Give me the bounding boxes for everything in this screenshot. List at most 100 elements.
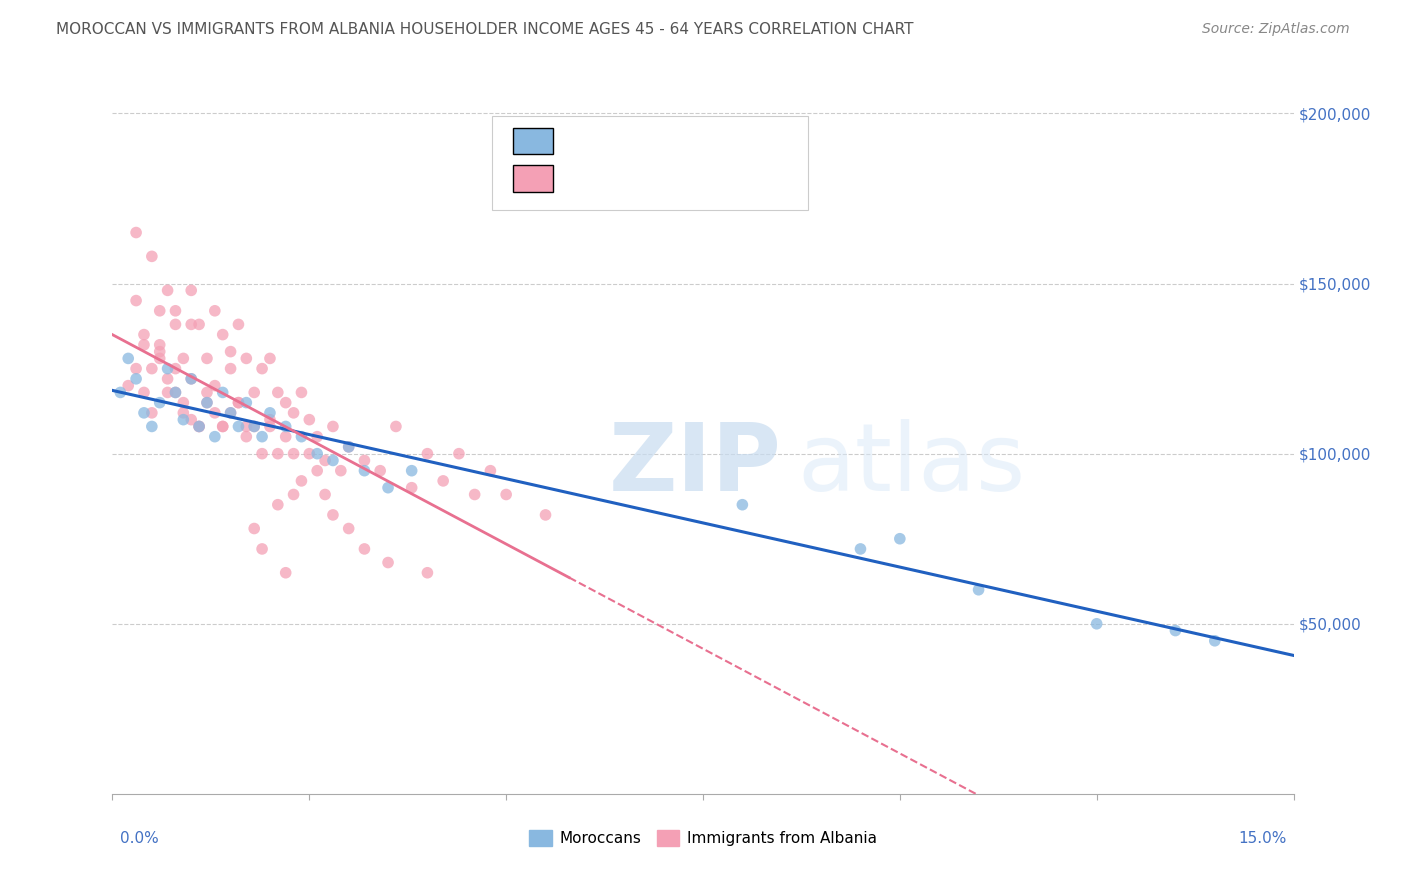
Point (180, 412, 202, 426)
Point (243, 419, 266, 434)
Point (219, 406, 242, 420)
Point (204, 303, 226, 318)
Point (132, 338, 155, 352)
Point (298, 412, 321, 426)
Point (243, 419, 266, 434)
Point (172, 406, 194, 420)
Point (204, 430, 226, 444)
Point (250, 430, 273, 444)
Point (172, 395, 194, 409)
Point (274, 419, 297, 434)
Point (274, 430, 297, 444)
Point (259, 419, 281, 434)
Point (180, 372, 202, 386)
Point (259, 406, 281, 420)
Point (731, 498, 754, 512)
Point (401, 464, 423, 478)
Point (314, 453, 336, 467)
Point (180, 318, 202, 332)
Point (259, 351, 281, 366)
Point (211, 327, 233, 342)
Point (228, 395, 250, 409)
Point (307, 430, 329, 444)
Point (243, 522, 266, 536)
Point (149, 351, 172, 366)
Point (219, 344, 242, 359)
Point (283, 447, 305, 461)
Point (235, 419, 257, 434)
Point (195, 395, 218, 409)
Point (377, 481, 399, 495)
Point (141, 249, 163, 263)
Point (195, 351, 218, 366)
Point (432, 474, 454, 488)
Point (290, 474, 312, 488)
Point (172, 412, 194, 426)
Point (141, 406, 163, 420)
Point (117, 351, 139, 366)
Text: ZIP: ZIP (609, 418, 782, 511)
Point (235, 430, 257, 444)
Point (849, 541, 872, 556)
Point (156, 385, 179, 400)
Point (337, 440, 360, 454)
Point (1164, 624, 1187, 638)
Point (149, 303, 172, 318)
Point (322, 419, 344, 434)
Point (250, 361, 273, 376)
Point (125, 372, 148, 386)
Point (165, 385, 187, 400)
Point (307, 464, 329, 478)
Point (534, 508, 557, 522)
Point (322, 453, 344, 467)
Point (204, 406, 226, 420)
Point (219, 406, 242, 420)
Point (967, 582, 990, 597)
Point (219, 361, 242, 376)
Point (290, 385, 312, 400)
Point (156, 361, 179, 376)
Point (117, 378, 139, 392)
Point (235, 351, 257, 366)
Point (125, 361, 148, 376)
Point (125, 226, 148, 240)
Point (165, 318, 187, 332)
Point (141, 419, 163, 434)
Point (188, 318, 211, 332)
Point (211, 385, 233, 400)
Point (195, 385, 218, 400)
Point (125, 293, 148, 308)
Point (353, 453, 375, 467)
Point (141, 361, 163, 376)
Point (132, 385, 155, 400)
Point (188, 419, 211, 434)
Point (889, 532, 911, 546)
Point (283, 406, 305, 420)
Point (267, 498, 290, 512)
Point (267, 447, 290, 461)
Text: atlas: atlas (797, 418, 1026, 511)
Text: R = -0.657   N = 35: R = -0.657 N = 35 (565, 129, 728, 147)
Point (283, 487, 305, 501)
Point (165, 385, 187, 400)
Point (479, 464, 502, 478)
Point (337, 440, 360, 454)
Point (132, 327, 155, 342)
Point (416, 447, 439, 461)
Point (243, 385, 266, 400)
Point (307, 447, 329, 461)
Point (368, 464, 391, 478)
Point (180, 284, 202, 298)
Point (211, 419, 233, 434)
Point (377, 556, 399, 570)
Point (274, 395, 297, 409)
Text: 0.0%: 0.0% (120, 831, 159, 846)
Point (401, 481, 423, 495)
Point (165, 361, 187, 376)
Point (235, 395, 257, 409)
Point (464, 487, 486, 501)
Text: MOROCCAN VS IMMIGRANTS FROM ALBANIA HOUSEHOLDER INCOME AGES 45 - 64 YEARS CORREL: MOROCCAN VS IMMIGRANTS FROM ALBANIA HOUS… (56, 22, 914, 37)
Point (132, 406, 155, 420)
Point (156, 372, 179, 386)
Point (353, 541, 375, 556)
